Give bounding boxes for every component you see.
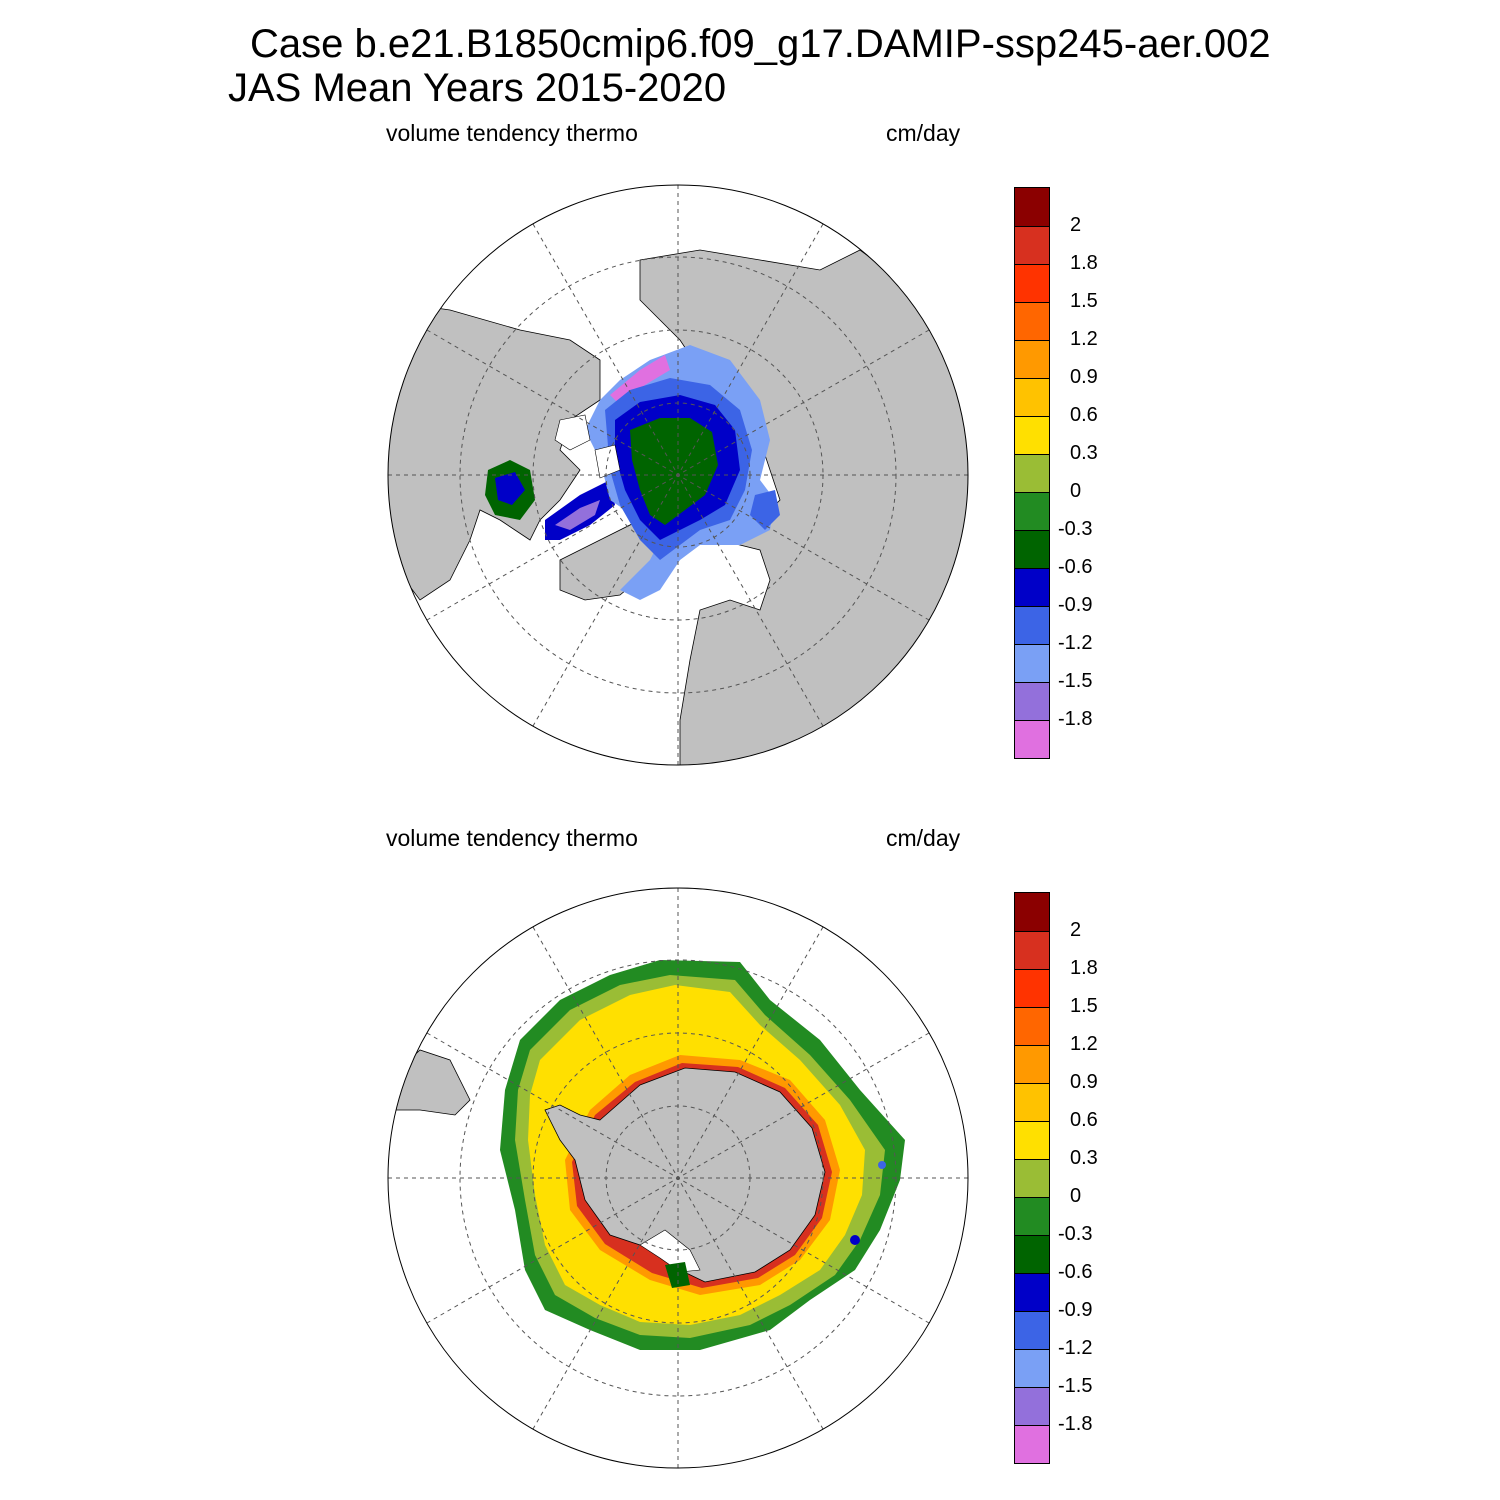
plot-title-case: Case b.e21.B1850cmip6.f09_g17.DAMIP-ssp2…	[250, 22, 1271, 66]
north-colorbar-swatch	[1015, 644, 1049, 682]
south-polar-map	[387, 887, 969, 1469]
south-colorbar-swatch	[1015, 1311, 1049, 1349]
south-colorbar-swatch	[1015, 1045, 1049, 1083]
plot-title-period: JAS Mean Years 2015-2020	[228, 66, 727, 110]
south-colorbar-tick-label: -0.3	[1058, 1223, 1093, 1245]
south-colorbar-tick-label: 0	[1070, 1185, 1082, 1207]
north-polar-map	[387, 184, 969, 766]
south-colorbar-tick-label: -1.5	[1058, 1375, 1093, 1397]
land-antarctica	[544, 1067, 826, 1283]
south-colorbar-swatch	[1015, 1121, 1049, 1159]
south-colorbar-tick-label: 1.2	[1070, 1033, 1098, 1055]
south-colorbar-tick-label: 2	[1070, 919, 1082, 941]
north-colorbar-swatch	[1015, 188, 1049, 226]
north-colorbar-tick-label: 1.2	[1070, 328, 1098, 350]
north-colorbar-tick-label: -0.6	[1058, 556, 1093, 578]
south-colorbar-swatch	[1015, 1083, 1049, 1121]
north-colorbar-tick-label: 1.5	[1070, 290, 1098, 312]
south-colorbar-swatch	[1015, 1235, 1049, 1273]
north-colorbar-swatch	[1015, 340, 1049, 378]
south-colorbar-swatch	[1015, 1159, 1049, 1197]
north-colorbar-tick-label: -0.9	[1058, 594, 1093, 616]
south-colorbar-swatch	[1015, 893, 1049, 931]
south-colorbar	[1014, 892, 1050, 1464]
north-colorbar-swatch	[1015, 530, 1049, 568]
north-units-label: cm/day	[886, 120, 961, 146]
north-variable-label: volume tendency thermo	[386, 120, 638, 146]
north-colorbar-tick-label: 0.6	[1070, 404, 1098, 426]
north-colorbar-tick-label: -0.3	[1058, 518, 1093, 540]
north-colorbar-swatch	[1015, 720, 1049, 758]
south-colorbar-tick-label: -0.6	[1058, 1261, 1093, 1283]
south-colorbar-tick-label: -1.8	[1058, 1413, 1093, 1435]
south-colorbar-tick-label: 1.5	[1070, 995, 1098, 1017]
south-colorbar-swatch	[1015, 1273, 1049, 1311]
north-colorbar-swatch	[1015, 226, 1049, 264]
south-colorbar-tick-label: 0.6	[1070, 1109, 1098, 1131]
south-colorbar-tick-label: 0.3	[1070, 1147, 1098, 1169]
north-colorbar-swatch	[1015, 454, 1049, 492]
south-colorbar-swatch	[1015, 1007, 1049, 1045]
south-colorbar-swatch	[1015, 931, 1049, 969]
south-colorbar-tick-label: 1.8	[1070, 957, 1098, 979]
north-colorbar-tick-label: 0.3	[1070, 442, 1098, 464]
north-colorbar-tick-label: 0	[1070, 480, 1082, 502]
south-colorbar-tick-label: 0.9	[1070, 1071, 1098, 1093]
south-colorbar-tick-label: -0.9	[1058, 1299, 1093, 1321]
south-colorbar-swatch	[1015, 969, 1049, 1007]
south-variable-label: volume tendency thermo	[386, 825, 638, 851]
south-colorbar-swatch	[1015, 1349, 1049, 1387]
south-colorbar-swatch	[1015, 1197, 1049, 1235]
north-colorbar-swatch	[1015, 682, 1049, 720]
north-colorbar-tick-label: 1.8	[1070, 252, 1098, 274]
north-colorbar-tick-label: -1.8	[1058, 708, 1093, 730]
north-colorbar-tick-label: 2	[1070, 214, 1082, 236]
north-colorbar-tick-label: -1.5	[1058, 670, 1093, 692]
north-colorbar-swatch	[1015, 568, 1049, 606]
north-colorbar-swatch	[1015, 606, 1049, 644]
north-colorbar-tick-label: -1.2	[1058, 632, 1093, 654]
ice-arctic-pink	[610, 355, 670, 405]
north-colorbar-swatch	[1015, 492, 1049, 530]
north-colorbar-swatch	[1015, 416, 1049, 454]
south-colorbar-swatch	[1015, 1387, 1049, 1425]
ice-arctic-core	[630, 418, 718, 525]
north-colorbar-tick-label: 0.9	[1070, 366, 1098, 388]
south-colorbar-swatch	[1015, 1425, 1049, 1463]
land-north-america	[388, 299, 601, 601]
north-colorbar-swatch	[1015, 378, 1049, 416]
south-units-label: cm/day	[886, 825, 961, 851]
north-colorbar-swatch	[1015, 264, 1049, 302]
south-colorbar-tick-label: -1.2	[1058, 1337, 1093, 1359]
north-colorbar	[1014, 187, 1050, 759]
north-colorbar-swatch	[1015, 302, 1049, 340]
